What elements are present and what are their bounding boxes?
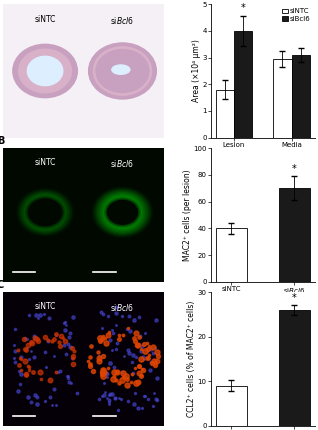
Bar	[273, 59, 292, 138]
Circle shape	[19, 49, 72, 93]
Y-axis label: Area (×10⁴ μm²): Area (×10⁴ μm²)	[192, 40, 201, 102]
Bar	[279, 188, 310, 282]
Text: *: *	[292, 292, 297, 303]
Y-axis label: CCL2⁺ cells (% of MAC2⁺ cells): CCL2⁺ cells (% of MAC2⁺ cells)	[187, 301, 196, 417]
Bar	[234, 31, 252, 138]
Text: B: B	[0, 135, 4, 146]
Text: siNTC: siNTC	[34, 302, 56, 311]
Text: *: *	[292, 164, 297, 174]
Text: siNTC: siNTC	[34, 158, 56, 167]
Circle shape	[27, 56, 63, 86]
Text: A: A	[0, 0, 4, 2]
Bar	[292, 55, 310, 138]
Circle shape	[89, 43, 156, 99]
Bar	[216, 228, 247, 282]
Circle shape	[13, 44, 77, 98]
Bar	[279, 310, 310, 426]
Ellipse shape	[112, 65, 130, 74]
Text: C: C	[0, 280, 4, 290]
Text: *: *	[241, 3, 245, 13]
Legend: siNTC, siBcl6: siNTC, siBcl6	[281, 8, 311, 22]
Text: si$\it{Bcl6}$: si$\it{Bcl6}$	[110, 15, 135, 26]
Text: siNTC: siNTC	[34, 15, 56, 24]
Ellipse shape	[101, 54, 150, 88]
Bar	[216, 89, 234, 138]
Bar	[216, 386, 247, 426]
Y-axis label: MAC2⁺ cells (per lesion): MAC2⁺ cells (per lesion)	[183, 169, 192, 261]
Text: si$\it{Bcl6}$: si$\it{Bcl6}$	[110, 158, 135, 169]
Text: si$\it{Bcl6}$: si$\it{Bcl6}$	[110, 302, 135, 313]
